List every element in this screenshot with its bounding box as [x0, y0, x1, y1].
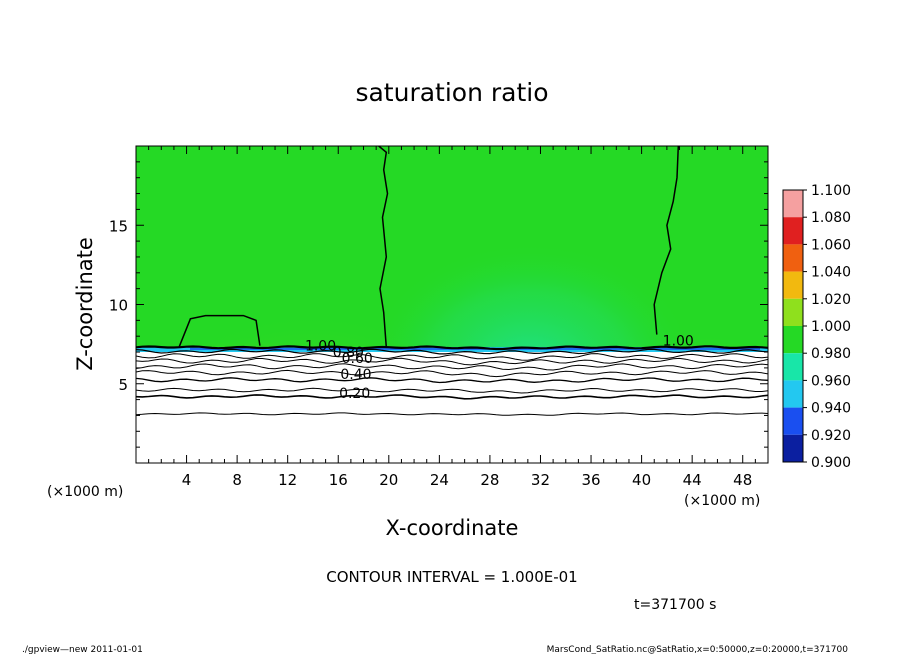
contour-line: [136, 387, 768, 394]
colorbar-swatch: [783, 434, 803, 462]
contour-line: [136, 369, 768, 378]
x-tick-label: 20: [379, 471, 398, 489]
contour-label: 1.00: [663, 334, 694, 350]
contour-label: 0.40: [340, 367, 371, 383]
colorbar-swatch: [783, 217, 803, 245]
contour-line-saturation: [178, 314, 261, 348]
colorbar: 0.900 0.920 0.940 0.960 0.980 1.000 1.020 1.040…: [782, 183, 851, 471]
colorbar-label: 0.940: [811, 401, 851, 417]
colorbar-label: 1.060: [811, 237, 851, 253]
colorbar-label: 0.980: [811, 346, 851, 362]
contour-label: 1.00: [305, 338, 336, 354]
contour-line: [136, 394, 768, 400]
colorbar-label: 0.920: [811, 428, 851, 444]
contour-line: [136, 377, 768, 384]
x-tick-label: 4: [182, 471, 192, 489]
colorbar-label: 0.960: [811, 373, 851, 389]
contour-line-saturation: [378, 146, 389, 348]
contour-line: [136, 363, 768, 371]
y-axis: 5 10 15: [109, 161, 768, 448]
colorbar-swatch: [783, 244, 803, 272]
colorbar-label: 1.040: [811, 265, 851, 281]
x-tick-label: 12: [278, 471, 297, 489]
y-axis-unit: (×1000 m): [47, 484, 123, 500]
colorbar-label: 1.020: [811, 292, 851, 308]
colorbar-label: 1.000: [811, 319, 851, 335]
colorbar-swatch: [783, 326, 803, 354]
colorbar-swatch: [783, 380, 803, 408]
colorbar-swatch: [783, 407, 803, 435]
field-lower-layer: [136, 352, 768, 463]
y-tick-label: 5: [118, 376, 128, 394]
colorbar-swatch: [783, 353, 803, 381]
contour-line: [136, 345, 768, 351]
contour-line: [136, 348, 768, 355]
contour-label: 0.60: [342, 351, 373, 367]
chart-title: saturation ratio: [355, 78, 548, 107]
y-tick-label: 15: [109, 217, 128, 235]
contour-line-saturation: [653, 146, 680, 335]
colorbar-swatch: [783, 271, 803, 299]
plot-area: [136, 146, 768, 463]
x-tick-label: 8: [232, 471, 242, 489]
contour-line: [136, 412, 768, 416]
x-tick-label: 40: [632, 471, 651, 489]
contour-label: 0.80: [333, 345, 364, 361]
colorbar-label: 0.900: [811, 455, 851, 471]
x-tick-label: 28: [480, 471, 499, 489]
contour-labels: 1.000.800.600.400.201.00: [305, 334, 694, 402]
x-axis-unit: (×1000 m): [684, 493, 760, 509]
contour-label: 0.20: [339, 386, 370, 402]
x-tick-label: 44: [683, 471, 702, 489]
colorbar-label: 1.100: [811, 183, 851, 199]
contour-lines: [136, 146, 768, 416]
footer-left: ./gpview—new 2011-01-01: [22, 645, 143, 654]
x-tick-label: 24: [430, 471, 449, 489]
contour-interval: CONTOUR INTERVAL = 1.000E-01: [326, 568, 577, 586]
time-label: t=371700 s: [634, 597, 716, 613]
x-tick-label: 48: [733, 471, 752, 489]
footer-right: MarsCond_SatRatio.nc@SatRatio,x=0:50000,…: [547, 645, 849, 654]
contour-line: [136, 357, 768, 366]
contour-line: [136, 353, 768, 361]
x-tick-label: 32: [531, 471, 550, 489]
x-axis: 4 8 12 16 20 24 28 32 36 40 44 48: [148, 146, 756, 489]
y-tick-label: 10: [109, 297, 128, 315]
x-axis-title: X-coordinate: [386, 516, 519, 540]
colorbar-label: 1.080: [811, 210, 851, 226]
x-tick-label: 16: [329, 471, 348, 489]
colorbar-swatch: [783, 298, 803, 326]
x-tick-label: 36: [581, 471, 600, 489]
y-axis-title: Z-coordinate: [73, 237, 97, 371]
colorbar-swatch: [783, 190, 803, 218]
